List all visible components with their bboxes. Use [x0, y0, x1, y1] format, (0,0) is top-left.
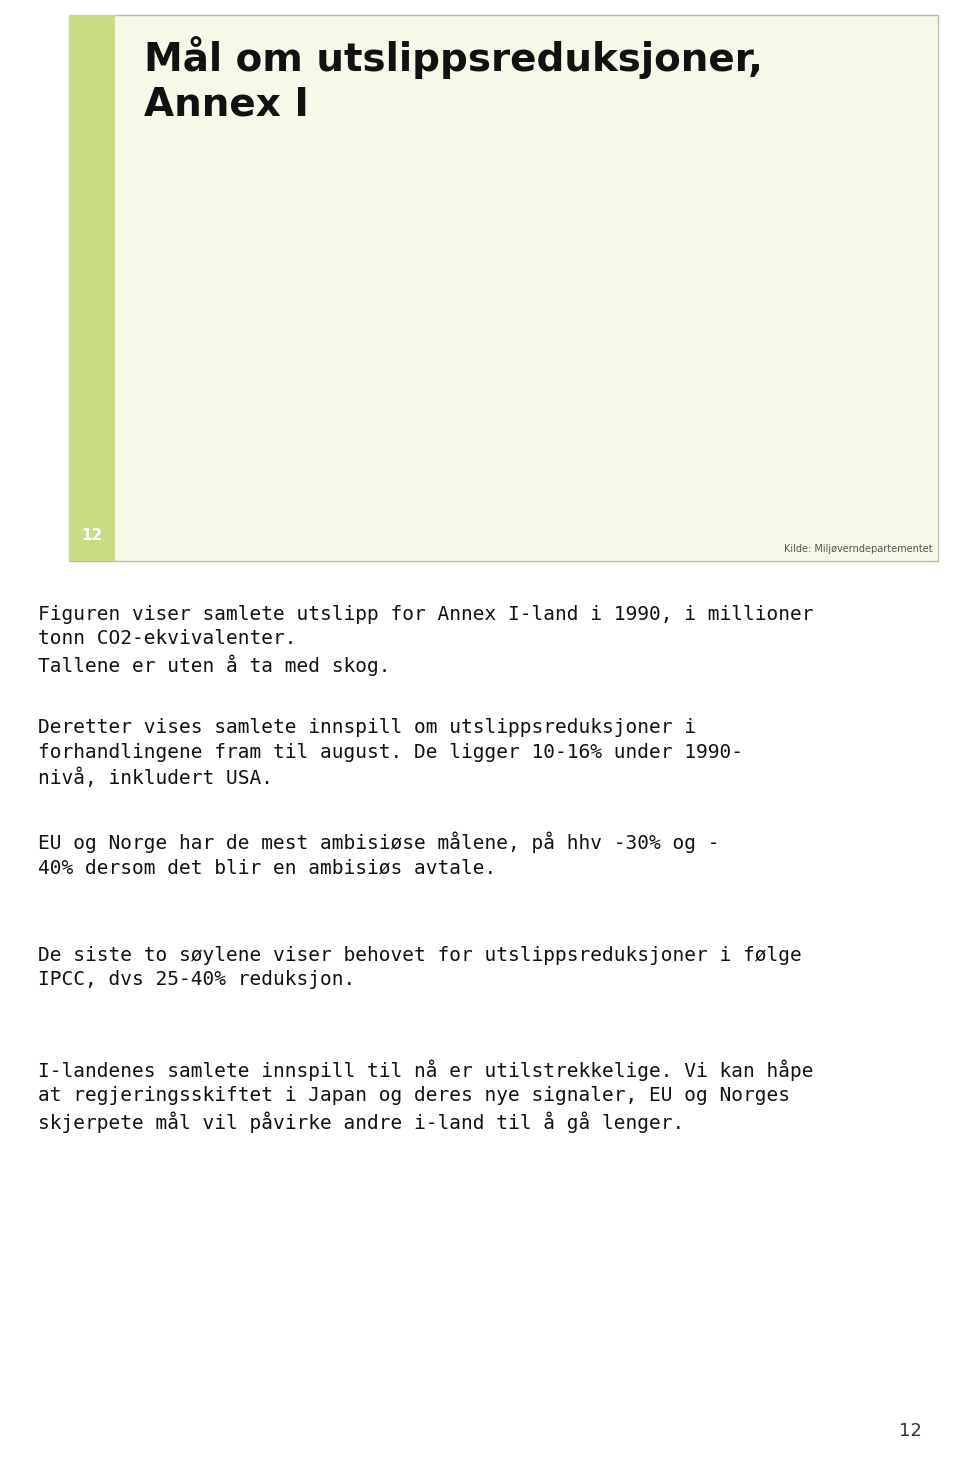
- Bar: [710, 306, 778, 485]
- Text: De siste to søylene viser behovet for utslippsreduksjoner i følge
IPCC, dvs 25-4: De siste to søylene viser behovet for ut…: [38, 946, 803, 989]
- Bar: [453, 270, 520, 485]
- Text: EU og Norge har de mest ambisiøse målene, på hhv -30% og -
40% dersom det blir e: EU og Norge har de mest ambisiøse målene…: [38, 832, 720, 877]
- Text: Figuren viser samlete utslipp for Annex I-land i 1990, i millioner
tonn CO2-ekvi: Figuren viser samlete utslipp for Annex …: [38, 605, 814, 676]
- Text: 12: 12: [899, 1422, 922, 1440]
- Bar: [247, 246, 314, 485]
- Text: I-landenes samlete innspill til nå er utilstrekkelige. Vi kan håpe
at regjerings: I-landenes samlete innspill til nå er ut…: [38, 1059, 814, 1132]
- Bar: [525, 286, 592, 485]
- Text: Mål om utslippsreduksjoner,
Annex I: Mål om utslippsreduksjoner, Annex I: [144, 36, 763, 124]
- Text: 12: 12: [82, 529, 103, 543]
- Bar: [782, 342, 850, 485]
- Text: Deretter vises samlete innspill om utslippsreduksjoner i
forhandlingene fram til: Deretter vises samlete innspill om utsli…: [38, 718, 743, 788]
- Text: Kilde: Miljøverndepartementet: Kilde: Miljøverndepartementet: [784, 543, 933, 554]
